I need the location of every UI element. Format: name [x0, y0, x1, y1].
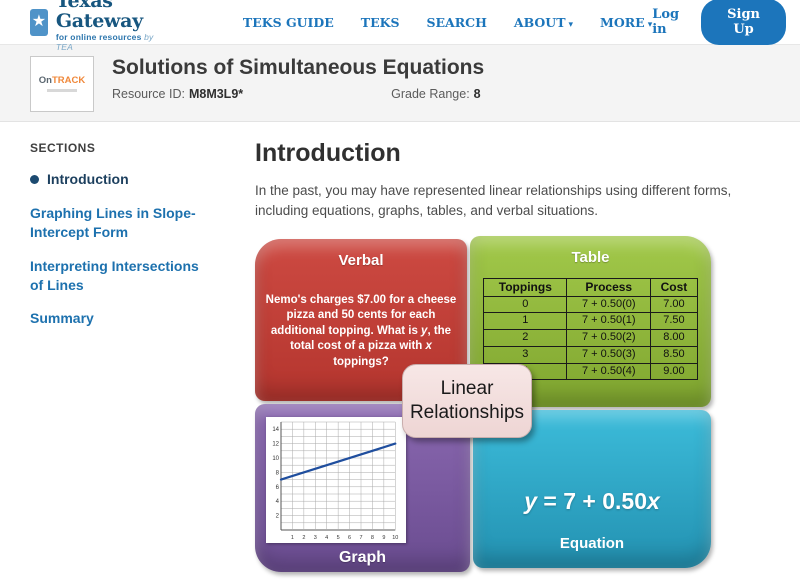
svg-text:5: 5 — [337, 535, 340, 541]
svg-text:14: 14 — [272, 427, 279, 433]
texas-gateway-logo[interactable]: ★ Texas Gateway for online resources by … — [30, 0, 155, 52]
col-header: Cost — [650, 277, 698, 297]
sections-sidebar: SECTIONS Introduction Graphing Lines in … — [0, 139, 255, 588]
svg-text:10: 10 — [272, 456, 279, 462]
equation-title: Equation — [559, 534, 625, 552]
svg-text:4: 4 — [276, 499, 280, 505]
svg-text:3: 3 — [314, 535, 317, 541]
table-title: Table — [571, 248, 610, 266]
svg-text:12: 12 — [272, 441, 279, 447]
logo-tagline: for online resources by TEA — [55, 31, 154, 52]
svg-text:6: 6 — [276, 484, 280, 490]
login-link[interactable]: Log in — [652, 7, 680, 37]
grade-range: Grade Range: 8 — [391, 87, 481, 101]
ontrack-tagline-bar — [47, 89, 77, 93]
resource-meta: Resource ID: M8M3L9* Grade Range: 8 — [112, 87, 484, 101]
nav-teks-guide[interactable]: TEKS GUIDE — [242, 14, 334, 30]
verbal-text: Nemo's charges $7.00 for a cheese pizza … — [265, 293, 457, 368]
svg-text:8: 8 — [276, 470, 280, 476]
resource-title: Solutions of Simultaneous Equations — [112, 56, 485, 79]
nav-more-dropdown[interactable]: MORE ▾ — [600, 14, 653, 30]
center-label: Linear Relationships — [402, 363, 532, 438]
top-navigation-bar: ★ Texas Gateway for online resources by … — [0, 0, 800, 52]
svg-text:7: 7 — [359, 535, 362, 541]
nav-about-dropdown[interactable]: ABOUT ▾ — [513, 14, 574, 30]
resource-id: Resource ID: M8M3L9* — [112, 87, 244, 101]
svg-text:6: 6 — [348, 535, 351, 541]
star-icon: ★ — [30, 8, 48, 36]
svg-text:2: 2 — [302, 535, 305, 541]
graph-title: Graph — [338, 548, 387, 566]
svg-text:4: 4 — [325, 535, 328, 541]
intro-paragraph: In the past, you may have represented li… — [255, 183, 732, 219]
sidebar-item-graphing-lines[interactable]: Graphing Lines in Slope-Intercept Form — [30, 204, 196, 240]
svg-text:9: 9 — [382, 535, 385, 541]
col-header: Toppings — [483, 277, 568, 297]
verbal-title: Verbal — [338, 251, 384, 269]
col-header: Process — [566, 277, 652, 297]
active-bullet-icon — [30, 174, 39, 184]
svg-text:2: 2 — [276, 513, 280, 519]
mini-line-graph: 2 4 6 8 10 12 14 1 2 3 4 5 6 7 8 9 10 — [266, 416, 406, 543]
signup-button[interactable]: Sign Up — [701, 0, 786, 45]
graph-quadrant: 2 4 6 8 10 12 14 1 2 3 4 5 6 7 8 9 10 Graph — [255, 403, 470, 572]
page-title: Introduction — [255, 139, 401, 167]
svg-text:8: 8 — [371, 535, 374, 541]
svg-text:1: 1 — [291, 535, 294, 541]
chevron-down-icon: ▾ — [568, 19, 574, 30]
ontrack-thumbnail: OnTRACK — [30, 56, 94, 112]
sidebar-item-introduction[interactable]: Introduction — [30, 170, 202, 189]
linear-relationships-figure: Verbal Nemo's charges $7.00 for a cheese… — [255, 235, 711, 572]
svg-text:10: 10 — [392, 535, 398, 541]
nav-teks[interactable]: TEKS — [360, 14, 400, 30]
nav-search[interactable]: SEARCH — [426, 14, 487, 30]
main-content: Introduction In the past, you may have r… — [255, 139, 800, 588]
logo-title: Texas Gateway — [55, 0, 143, 32]
sidebar-item-interpreting-intersections[interactable]: Interpreting Intersections of Lines — [30, 257, 199, 293]
sections-heading: SECTIONS — [30, 141, 96, 155]
main-nav: TEKS GUIDE TEKS SEARCH ABOUT ▾ MORE ▾ — [243, 15, 652, 30]
chevron-down-icon: ▾ — [647, 19, 653, 30]
equation-text: y = 7 + 0.50x — [524, 487, 660, 514]
sidebar-item-summary[interactable]: Summary — [30, 310, 94, 327]
ontrack-logo: OnTRACK — [38, 74, 86, 86]
resource-header: OnTRACK Solutions of Simultaneous Equati… — [0, 44, 800, 122]
